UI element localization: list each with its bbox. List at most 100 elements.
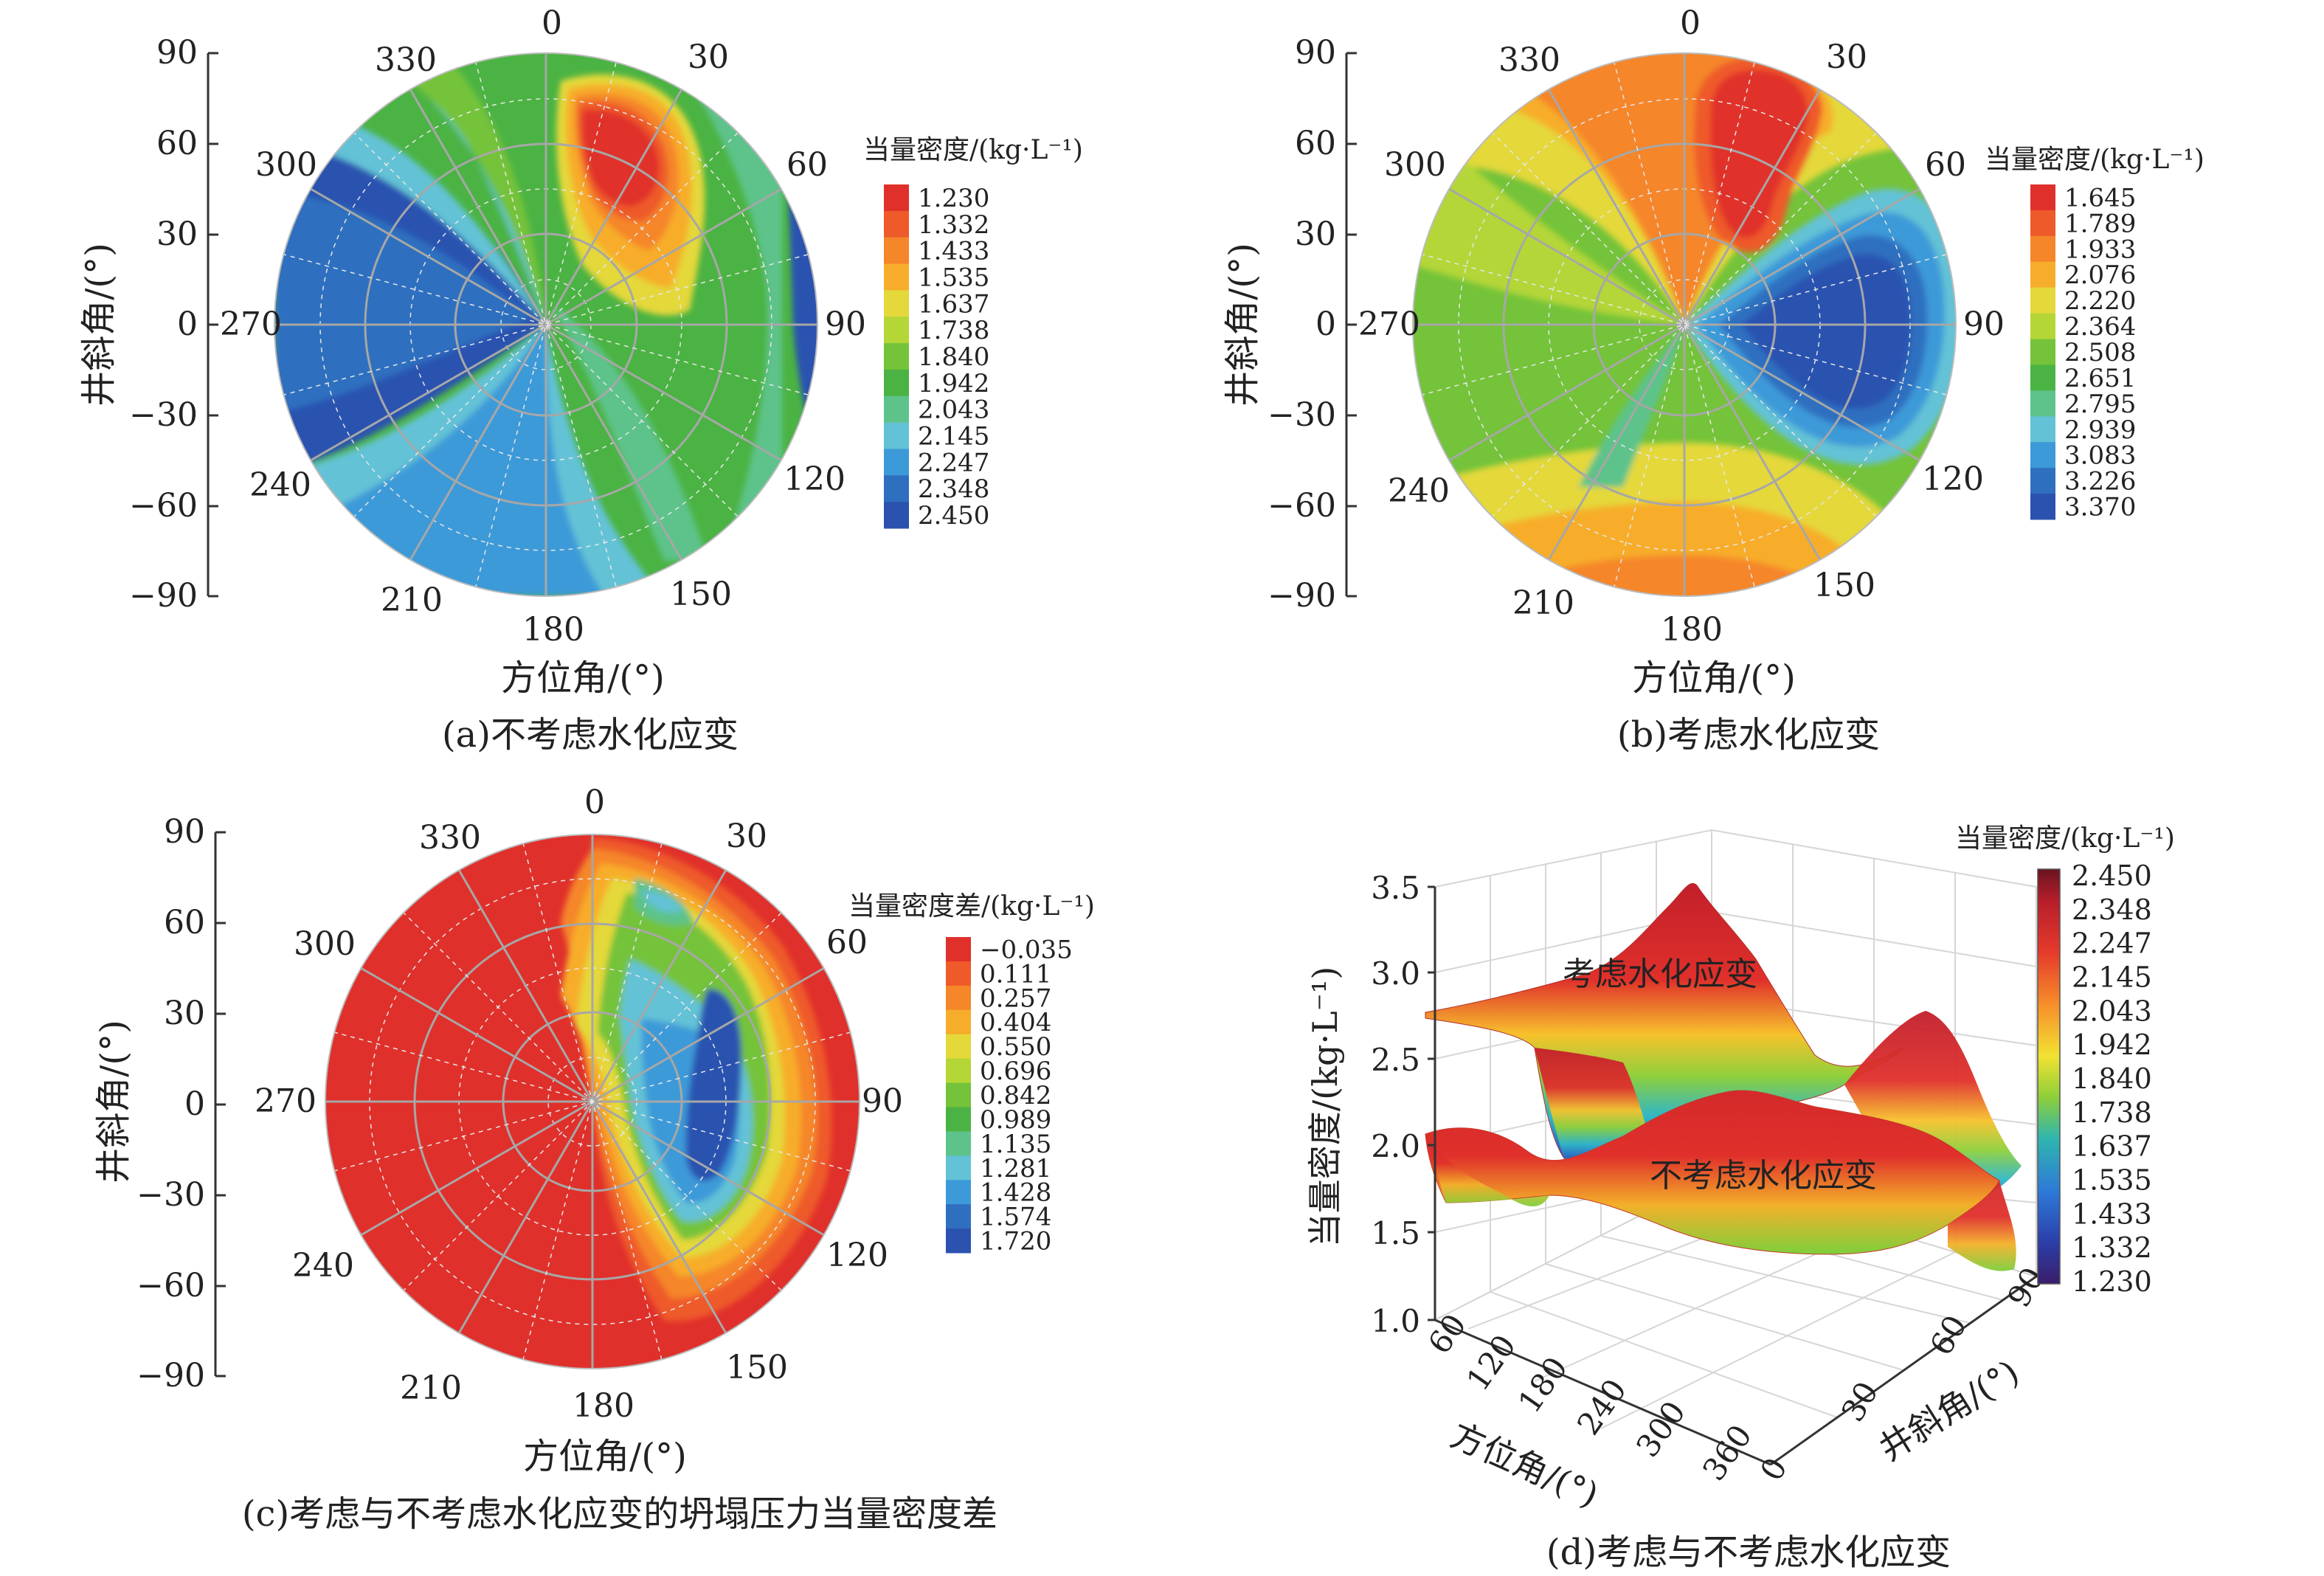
- legend-swatch: [2030, 261, 2055, 288]
- legend-swatch: [946, 961, 971, 986]
- y-tick-label: 0: [184, 1085, 205, 1123]
- angle-label: 270: [220, 305, 282, 343]
- angle-label: 0: [542, 4, 562, 42]
- legend-value: 1.840: [2072, 1062, 2152, 1095]
- panel-d-x-axis: [1434, 1275, 2037, 1466]
- legend-value: 1.637: [2072, 1130, 2152, 1163]
- legend-value: −0.035: [980, 935, 1073, 964]
- legend-value: 1.332: [918, 210, 989, 240]
- legend-value: 0.111: [980, 959, 1051, 989]
- legend-value: 2.220: [2064, 286, 2136, 316]
- x-tick-label: 300: [1629, 1394, 1692, 1464]
- legend-swatch: [884, 395, 909, 424]
- legend-swatch: [884, 210, 909, 238]
- z-tick-label: 2.0: [1371, 1128, 1420, 1164]
- angle-label: 90: [862, 1082, 903, 1120]
- legend-swatch: [946, 1058, 971, 1084]
- z-axis-title: 当量密度/(kg·L⁻¹): [1305, 967, 1345, 1248]
- panel-a-y-axis: [207, 52, 218, 598]
- angle-label: 0: [1680, 4, 1701, 42]
- legend-swatch: [946, 1082, 971, 1107]
- y-tick-label: 30: [1834, 1375, 1885, 1428]
- angle-label: 210: [1512, 584, 1574, 622]
- panel-d-legend-labels: 2.4502.3482.2472.1452.0431.9421.8401.738…: [2072, 860, 2152, 1298]
- legend-value: 1.428: [980, 1178, 1051, 1208]
- angle-label: 240: [249, 466, 311, 504]
- panel-b-polar-grid: [1413, 53, 1956, 596]
- legend-swatch: [946, 1204, 971, 1229]
- legend-value: 0.257: [980, 984, 1051, 1013]
- panel-b-y-axis: [1345, 52, 1357, 598]
- angle-label: 150: [670, 576, 732, 613]
- legend-value: 2.145: [2072, 961, 2152, 994]
- angle-label: 150: [1813, 567, 1875, 604]
- z-tick-label: 2.5: [1371, 1042, 1420, 1078]
- y-tick-label: −90: [129, 577, 198, 615]
- legend-value: 2.348: [918, 474, 989, 504]
- angle-label: 120: [1922, 460, 1984, 498]
- legend-value: 2.247: [2072, 927, 2152, 960]
- legend-value: 2.348: [2072, 894, 2152, 926]
- legend-swatch: [884, 290, 909, 317]
- legend-title: 当量密度/(kg·L⁻¹): [1955, 823, 2175, 854]
- panel-d: 考虑水化应变 不考虑水化应变 3.5 3.0 2.5 2.0 1.5 1.0 当…: [1305, 823, 2175, 1573]
- y-axis-title: 井斜角/(°): [78, 243, 120, 407]
- panel-b: 90 60 30 0 −30 −60 −90 井斜角/(°): [1222, 4, 2204, 756]
- legend-value: 2.043: [918, 395, 989, 425]
- legend-swatch: [884, 475, 909, 502]
- angle-label: 240: [1388, 472, 1450, 510]
- angle-label: 330: [375, 41, 437, 79]
- legend-value: 1.281: [980, 1154, 1051, 1183]
- panel-c: 90 60 30 0 −30 −60 −90 井斜角/(°): [93, 784, 1095, 1535]
- angle-label: 240: [292, 1247, 354, 1285]
- panel-d-surfaces: [1425, 882, 2022, 1271]
- x-axis-title: 方位角/(°): [523, 1436, 687, 1477]
- angle-label: 30: [726, 818, 767, 855]
- y-axis-title: 井斜角/(°): [1872, 1352, 2026, 1468]
- legend-value: 1.942: [2072, 1029, 2152, 1061]
- legend-value: 1.738: [2072, 1096, 2152, 1129]
- legend-swatch: [2030, 390, 2055, 417]
- y-tick-label: 0: [1315, 305, 1336, 343]
- angle-label: 300: [294, 925, 356, 963]
- y-tick-label: −60: [1268, 487, 1336, 525]
- legend-value: 2.651: [2064, 364, 2136, 393]
- legend-swatch: [2030, 184, 2055, 211]
- angle-label: 60: [826, 924, 868, 961]
- y-axis-title: 井斜角/(°): [1222, 243, 1263, 407]
- panel-a-legend: 1.2301.3321.4331.5351.6371.7381.8401.942…: [884, 184, 989, 530]
- colorbar: [2037, 868, 2061, 1285]
- legend-swatch: [2030, 416, 2055, 443]
- legend-swatch: [946, 1180, 971, 1205]
- panel-caption: (c)考虑与不考虑水化应变的坍塌压力当量密度差: [242, 1493, 997, 1535]
- y-tick-label: 90: [164, 813, 205, 851]
- x-tick-label: 180: [1511, 1350, 1574, 1420]
- x-axis-title: 方位角/(°): [501, 657, 665, 699]
- y-tick-label: −90: [136, 1357, 205, 1394]
- y-tick-label: −30: [1268, 396, 1336, 434]
- panel-a-polar-grid: [274, 53, 817, 596]
- legend-value: 1.942: [918, 369, 989, 398]
- angle-label: 150: [726, 1349, 788, 1386]
- z-tick-label: 3.5: [1371, 870, 1420, 906]
- legend-value: 2.076: [2064, 260, 2136, 290]
- legend-swatch: [2030, 210, 2055, 237]
- legend-value: 2.450: [2072, 860, 2152, 892]
- angle-label: 300: [255, 146, 317, 184]
- legend-swatch: [884, 263, 909, 291]
- panel-a-angle-labels: 0 30 60 90 120 150 180 210 240 270 300 3…: [220, 4, 866, 649]
- legend-swatch: [884, 422, 909, 449]
- legend-value: 0.842: [980, 1081, 1051, 1110]
- surface-label: 不考虑水化应变: [1650, 1157, 1877, 1195]
- legend-swatch: [2030, 468, 2055, 494]
- legend-swatch: [884, 502, 909, 529]
- surface-with-hydration-side: [1535, 1048, 1653, 1162]
- legend-value: 2.043: [2072, 995, 2152, 1027]
- legend-value: 1.535: [2072, 1164, 2152, 1197]
- y-tick-label: −60: [129, 487, 198, 525]
- angle-label: 120: [826, 1237, 888, 1274]
- legend-value: 0.989: [980, 1105, 1051, 1135]
- legend-swatch: [2030, 287, 2055, 314]
- panel-b-contour: [1413, 53, 1956, 596]
- y-tick-label: 90: [1295, 34, 1336, 72]
